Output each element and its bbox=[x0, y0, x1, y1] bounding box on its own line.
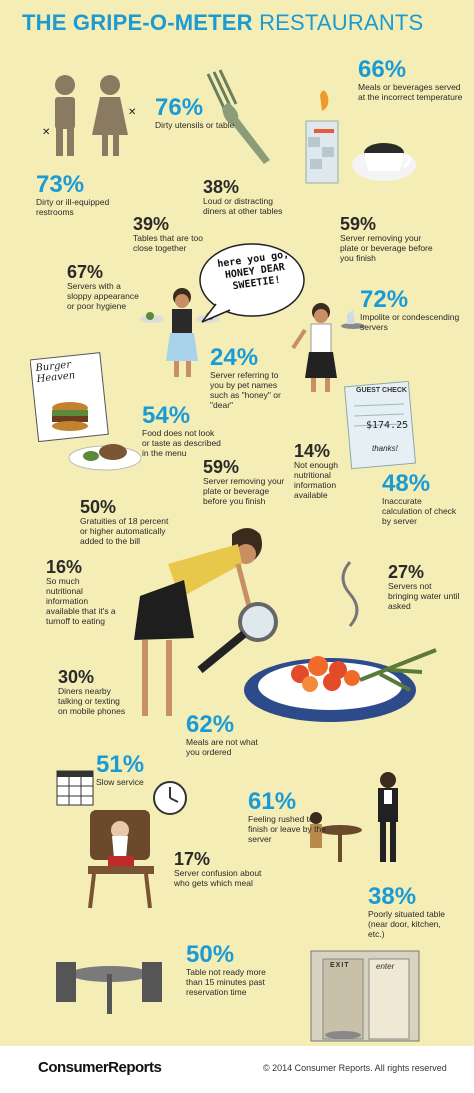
stat-percent: 62% bbox=[186, 711, 235, 738]
copyright-text: © 2014 Consumer Reports. All rights rese… bbox=[263, 1063, 447, 1073]
stat-label: Food does not look or taste as described… bbox=[142, 428, 221, 458]
stat-sloppy-servers: 67% Servers with a sloppy appearance or … bbox=[67, 263, 147, 311]
stat-percent: 61% bbox=[248, 788, 297, 815]
speech-bubble-shape bbox=[199, 243, 305, 323]
stat-label: Dirty utensils or table bbox=[155, 120, 235, 130]
stat-label: Server confusion about who gets which me… bbox=[174, 868, 262, 888]
stat-dirty-restrooms: 73% Dirty or ill-equipped restrooms bbox=[36, 171, 136, 218]
stat-wrong-meal: 62% Meals are not what you ordered bbox=[186, 711, 258, 758]
restroom-figures-illustration: ✕ ✕ bbox=[42, 75, 136, 156]
stat-percent: 50% bbox=[80, 497, 117, 517]
stat-percent: 16% bbox=[46, 557, 83, 577]
stat-plate-removed-middle: 59% Server removing your plate or bevera… bbox=[203, 458, 293, 506]
stat-slow-service: 51% Slow service bbox=[96, 751, 176, 788]
burger-menu-illustration bbox=[30, 352, 109, 443]
steam-illustration bbox=[341, 561, 359, 627]
stat-auto-gratuity: 50% Gratuities of 18 percent or higher a… bbox=[80, 498, 172, 546]
stat-percent: 39% bbox=[133, 214, 170, 234]
stat-not-enough-nutrition: 14% Not enough nutritional information a… bbox=[294, 442, 366, 500]
stat-loud-diners: 38% Loud or distracting diners at other … bbox=[203, 178, 283, 216]
stat-percent: 54% bbox=[142, 402, 191, 429]
stat-no-water: 27% Servers not bringing water until ask… bbox=[388, 563, 462, 611]
stat-dirty-utensils: 76% Dirty utensils or table bbox=[155, 94, 235, 131]
stat-impolite-servers: 72% Impolite or condescending servers bbox=[360, 286, 460, 333]
stat-label: Tables that are too close together bbox=[133, 233, 203, 253]
svg-text:✕: ✕ bbox=[128, 107, 136, 118]
stat-percent: 59% bbox=[203, 457, 240, 477]
stat-label: Server referring to you by pet names suc… bbox=[210, 370, 281, 410]
stat-label: Meals or beverages served at the incorre… bbox=[358, 82, 463, 102]
stat-plate-removed-top: 59% Server removing your plate or bevera… bbox=[340, 215, 440, 263]
enter-sign: enter bbox=[376, 962, 395, 971]
stat-label: Server removing your plate or beverage b… bbox=[340, 233, 433, 263]
check-note: thanks! bbox=[372, 444, 398, 453]
calendar-icon bbox=[56, 770, 94, 806]
plate-food-illustration bbox=[68, 444, 142, 471]
stat-label: Diners nearby talking or texting on mobi… bbox=[58, 686, 126, 716]
stat-percent: 30% bbox=[58, 667, 95, 687]
stat-incorrect-temperature: 66% Meals or beverages served at the inc… bbox=[358, 56, 468, 103]
stat-feeling-rushed: 61% Feeling rushed to finish or leave by… bbox=[248, 788, 328, 845]
stat-percent: 72% bbox=[360, 286, 409, 313]
stat-tables-too-close: 39% Tables that are too close together bbox=[133, 215, 205, 253]
stat-table-not-ready: 50% Table not ready more than 15 minutes… bbox=[186, 941, 272, 998]
stat-too-much-nutrition: 16% So much nutritional information avai… bbox=[46, 558, 118, 626]
waiting-old-man-illustration bbox=[88, 810, 154, 909]
rushed-diner-illustration bbox=[310, 772, 398, 862]
stat-pet-names: 24% Server referring to you by pet names… bbox=[210, 344, 292, 411]
stat-label: Slow service bbox=[96, 777, 144, 787]
page-title: THE GRIPE-O-METER RESTAURANTS bbox=[22, 10, 423, 36]
stat-label: Inaccurate calculation of check by serve… bbox=[382, 496, 457, 526]
stat-percent: 14% bbox=[294, 441, 331, 461]
stat-label: Loud or distracting diners at other tabl… bbox=[203, 196, 283, 216]
stat-percent: 24% bbox=[210, 344, 259, 371]
stat-food-not-as-described: 54% Food does not look or taste as descr… bbox=[142, 402, 224, 459]
impolite-server-illustration bbox=[291, 303, 365, 392]
stat-label: Dirty or ill-equipped restrooms bbox=[36, 197, 110, 217]
stat-percent: 73% bbox=[36, 171, 85, 198]
stat-percent: 59% bbox=[340, 214, 377, 234]
stat-inaccurate-check: 48% Inaccurate calculation of check by s… bbox=[382, 470, 462, 527]
stat-label: Servers with a sloppy appearance or poor… bbox=[67, 281, 139, 311]
check-header: GUEST CHECK bbox=[356, 387, 407, 394]
stat-poor-table: 38% Poorly situated table (near door, ki… bbox=[368, 883, 458, 940]
stat-phone-diners: 30% Diners nearby talking or texting on … bbox=[58, 668, 130, 716]
stat-percent: 51% bbox=[96, 751, 145, 778]
stat-label: Not enough nutritional information avail… bbox=[294, 460, 338, 500]
stat-label: Servers not bringing water until asked bbox=[388, 581, 460, 611]
stat-percent: 38% bbox=[368, 883, 417, 910]
stat-label: Feeling rushed to finish or leave by the… bbox=[248, 814, 326, 844]
check-amount: $174.25 bbox=[366, 420, 409, 431]
stat-percent: 67% bbox=[67, 262, 104, 282]
guest-check-illustration bbox=[344, 380, 416, 470]
stat-percent: 66% bbox=[358, 56, 407, 83]
clock-icon bbox=[153, 781, 187, 815]
stat-percent: 38% bbox=[203, 177, 240, 197]
svg-text:✕: ✕ bbox=[42, 127, 50, 138]
drink-and-coffee-illustration bbox=[305, 90, 416, 184]
stat-percent: 76% bbox=[155, 94, 204, 121]
empty-tables-illustration bbox=[56, 962, 162, 1014]
title-sub: RESTAURANTS bbox=[259, 10, 424, 35]
dirty-fork-illustration bbox=[206, 69, 270, 164]
stat-percent: 17% bbox=[174, 849, 211, 869]
stat-label: Meals are not what you ordered bbox=[186, 737, 258, 757]
exit-sign: EXIT bbox=[330, 962, 350, 969]
stat-label: Gratuities of 18 percent or higher autom… bbox=[80, 516, 169, 546]
stat-label: So much nutritional information availabl… bbox=[46, 576, 116, 626]
stat-label: Poorly situated table (near door, kitche… bbox=[368, 909, 446, 939]
stat-label: Table not ready more than 15 minutes pas… bbox=[186, 967, 266, 997]
stat-percent: 48% bbox=[382, 470, 431, 497]
stat-meal-confusion: 17% Server confusion about who gets whic… bbox=[174, 850, 264, 888]
consumer-reports-logo: ConsumerReports bbox=[38, 1059, 162, 1076]
stat-percent: 27% bbox=[388, 562, 425, 582]
stat-label: Impolite or condescending servers bbox=[360, 312, 460, 332]
inspector-woman-illustration bbox=[134, 528, 278, 716]
stat-percent: 50% bbox=[186, 941, 235, 968]
title-main: THE GRIPE-O-METER bbox=[22, 10, 253, 35]
footer bbox=[0, 1046, 474, 1093]
doorway-illustration bbox=[310, 950, 420, 1042]
wrong-meal-plate-illustration bbox=[244, 648, 437, 722]
stat-label: Server removing your plate or beverage b… bbox=[203, 476, 285, 506]
